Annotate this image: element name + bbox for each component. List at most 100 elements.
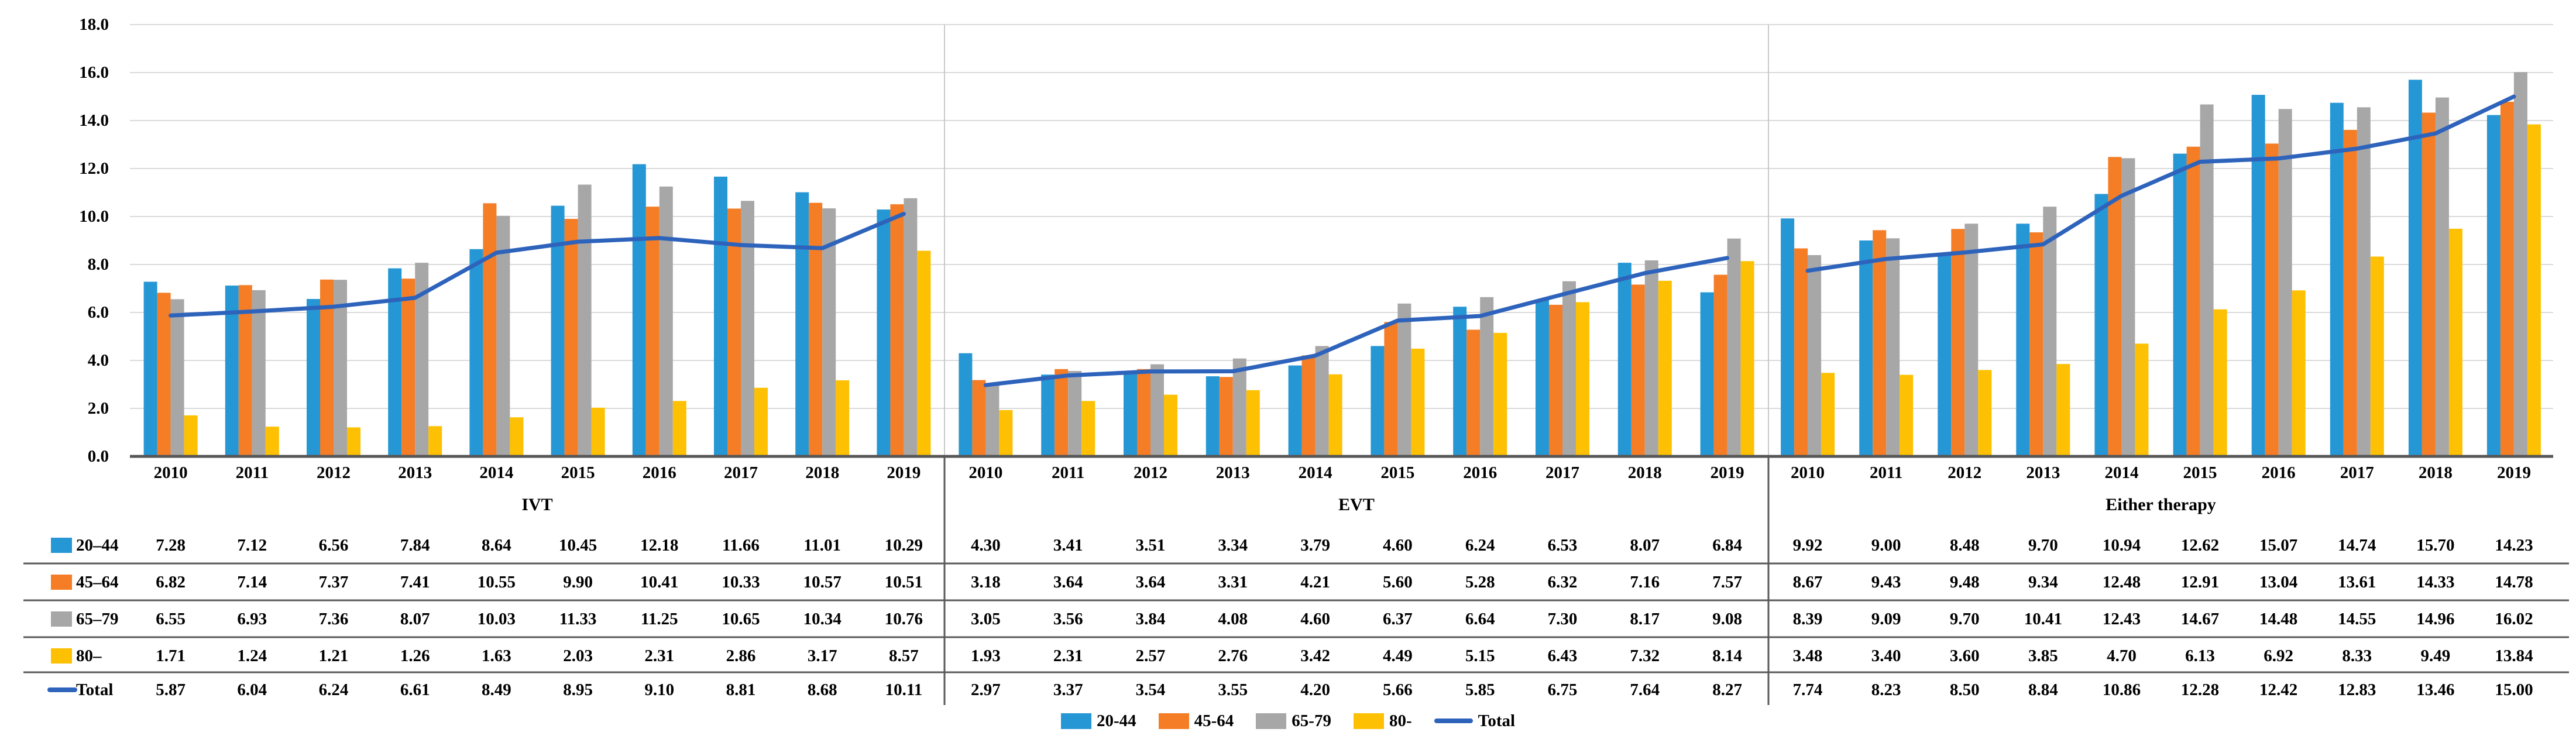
table-cell: 8.57 <box>889 647 919 665</box>
bar-45–64-2010 <box>157 293 171 456</box>
year-label: 2011 <box>1869 463 1903 482</box>
bar-80–-2016 <box>2292 290 2306 456</box>
year-label: 2011 <box>235 463 269 482</box>
bar-20–44-2013 <box>388 268 402 456</box>
year-label: 2012 <box>1134 463 1167 482</box>
bar-45–64-2018 <box>809 202 823 456</box>
bar-45–64-2012 <box>1951 229 1965 456</box>
table-cell: 10.11 <box>885 680 923 699</box>
table-cell: 7.12 <box>237 536 267 555</box>
bar-80–-2016 <box>1493 332 1507 457</box>
bar-65–79-2018 <box>822 208 836 456</box>
table-cell: 5.28 <box>1465 573 1495 592</box>
table-cell: 12.48 <box>2102 573 2141 592</box>
bar-45–64-2013 <box>1219 377 1233 456</box>
series-key-swatch <box>51 648 72 664</box>
bar-65–79-2016 <box>659 186 673 457</box>
table-cell: 4.21 <box>1300 573 1330 592</box>
table-cell: 8.95 <box>563 680 593 699</box>
table-cell: 1.21 <box>318 647 349 665</box>
bar-65–79-2015 <box>2200 104 2214 456</box>
bar-45–64-2015 <box>2186 146 2200 456</box>
table-cell: 10.55 <box>477 573 516 592</box>
year-label: 2013 <box>1215 463 1250 482</box>
table-cell: 1.63 <box>482 647 511 665</box>
table-cell: 10.03 <box>477 610 516 628</box>
table-cell: 15.07 <box>2259 536 2298 555</box>
table-cell: 3.18 <box>971 573 1001 592</box>
year-label: 2012 <box>1948 463 1982 482</box>
table-cell: 2.03 <box>563 647 593 665</box>
bar-80–-2012 <box>347 427 360 456</box>
table-cell: 9.09 <box>1871 610 1901 628</box>
bar-65–79-2012 <box>1150 364 1164 456</box>
table-cell: 6.93 <box>237 610 267 628</box>
table-cell: 8.23 <box>1871 680 1901 699</box>
table-cell: 14.78 <box>2495 573 2533 592</box>
table-cell: 6.61 <box>400 680 430 699</box>
table-cell: 8.68 <box>807 680 837 699</box>
y-axis-tick-label: 16.0 <box>79 63 109 82</box>
table-cell: 7.16 <box>1630 573 1660 592</box>
table-cell: 6.55 <box>156 610 186 628</box>
bar-20–44-2012 <box>307 299 320 456</box>
legend-item: 45-64 <box>1158 711 1234 731</box>
table-cell: 5.66 <box>1383 680 1413 699</box>
table-cell: 3.05 <box>971 610 1001 628</box>
table-cell: 8.49 <box>482 680 511 699</box>
table-cell: 14.23 <box>2495 536 2533 555</box>
table-cell: 10.41 <box>640 573 679 592</box>
bar-65–79-2010 <box>170 299 184 456</box>
table-cell: 6.53 <box>1547 536 1578 555</box>
bar-45–64-2010 <box>972 380 986 456</box>
bar-80–-2016 <box>672 401 686 456</box>
table-cell: 9.34 <box>2028 573 2058 592</box>
legend-item: 80- <box>1353 711 1412 731</box>
legend-color-swatch <box>1256 713 1287 729</box>
chart-legend: 20-44 45-64 65-79 80- Total <box>0 706 2576 736</box>
bar-65–79-2018 <box>1644 260 1658 456</box>
bar-65–79-2015 <box>1397 303 1411 456</box>
bar-65–79-2018 <box>2435 97 2449 457</box>
table-cell: 9.70 <box>2028 536 2058 555</box>
table-cell: 8.67 <box>1792 573 1823 592</box>
y-axis-tick-label: 10.0 <box>79 207 109 226</box>
table-cell: 4.60 <box>1300 610 1330 628</box>
legend-color-swatch <box>1158 713 1189 729</box>
table-cell: 9.43 <box>1871 573 1901 592</box>
bar-65–79-2015 <box>578 184 592 456</box>
table-cell: 6.43 <box>1547 647 1578 665</box>
legend-label: 65-79 <box>1292 711 1331 730</box>
table-cell: 7.41 <box>400 573 430 592</box>
table-cell: 3.55 <box>1218 680 1248 699</box>
y-axis-tick-label: 0.0 <box>87 447 109 466</box>
table-cell: 5.85 <box>1465 680 1495 699</box>
bar-45–64-2014 <box>2108 157 2122 456</box>
bar-80–-2010 <box>184 415 198 456</box>
table-cell: 8.84 <box>2028 680 2058 699</box>
bar-45–64-2017 <box>727 208 741 456</box>
year-label: 2015 <box>2183 463 2217 482</box>
table-cell: 8.33 <box>2342 647 2372 665</box>
table-cell: 2.31 <box>1053 647 1083 665</box>
bar-20–44-2016 <box>632 164 646 456</box>
table-cell: 3.17 <box>807 647 837 665</box>
bar-45–64-2016 <box>1466 329 1481 456</box>
table-cell: 6.24 <box>318 680 349 699</box>
bar-20–44-2013 <box>1205 376 1220 456</box>
bar-20–44-2016 <box>1453 307 1467 456</box>
bar-20–44-2018 <box>795 192 809 456</box>
table-cell: 7.32 <box>1630 647 1660 665</box>
table-cell: 6.13 <box>2185 647 2215 665</box>
bar-65–79-2014 <box>2121 158 2135 456</box>
table-cell: 8.50 <box>1949 680 1980 699</box>
table-cell: 6.64 <box>1465 610 1495 628</box>
table-cell: 2.86 <box>726 647 756 665</box>
bar-80–-2017 <box>2370 256 2384 456</box>
table-cell: 13.84 <box>2495 647 2533 665</box>
bar-20–44-2014 <box>2094 194 2108 456</box>
table-cell: 13.46 <box>2416 680 2455 699</box>
table-cell: 3.85 <box>2028 647 2058 665</box>
bar-20–44-2011 <box>1041 374 1055 456</box>
